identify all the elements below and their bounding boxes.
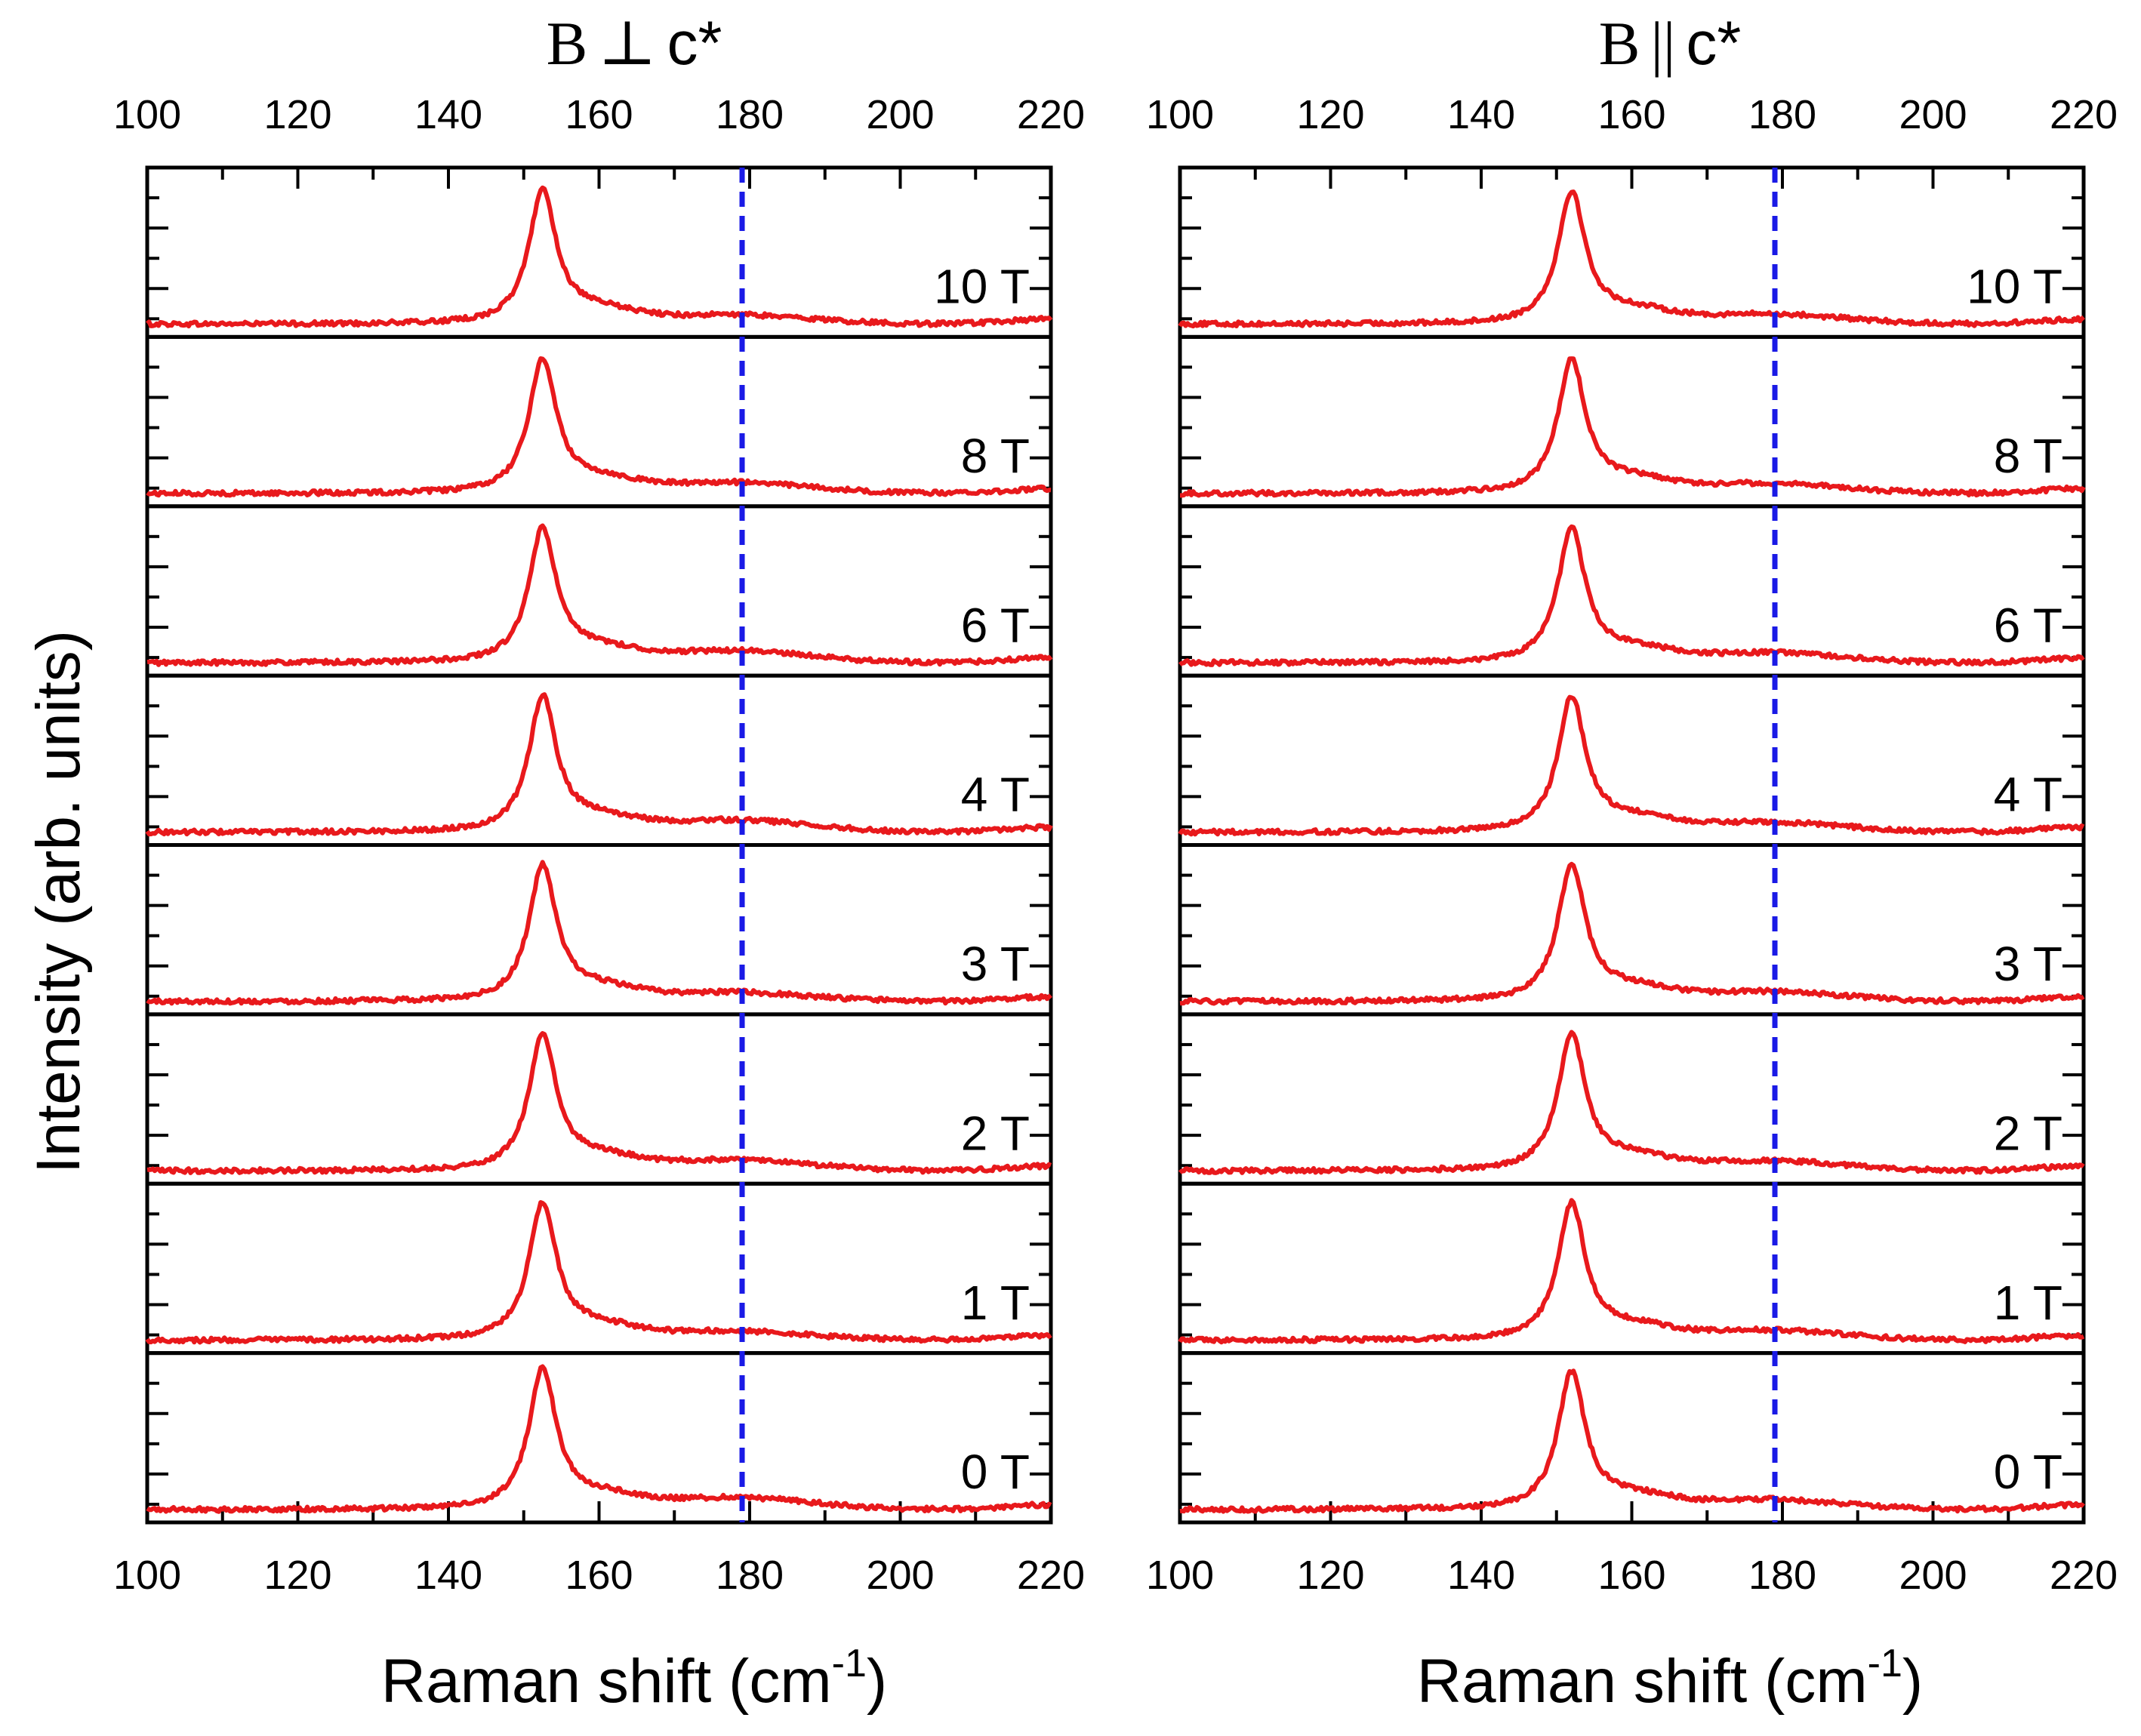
x-tick-label-bottom: 140 [414,1553,482,1598]
x-tick-label-top: 180 [1748,92,1816,137]
spectrum-line-8t [1179,356,2086,498]
field-label: 6 T [961,598,1030,652]
subplot-frame [1178,334,2086,509]
x-tick-label-top: 160 [1597,92,1665,137]
spectrum-line-8t [146,356,1052,498]
subplot-frame [145,673,1053,847]
x-tick-label-top: 220 [1017,92,1085,137]
x-tick-label-top: 200 [866,92,934,137]
x-tick-label-top: 120 [263,92,331,137]
field-label: 2 T [961,1106,1030,1160]
x-tick-label-top: 140 [1447,92,1515,137]
x-tick-label-top: 180 [716,92,784,137]
x-tick-label-bottom: 100 [1146,1553,1214,1598]
spectrum-line-1t [1178,1198,2085,1345]
spectrum-line-2t [1178,1030,2085,1175]
subplot-frame [145,843,1053,1017]
left-panel: 100 100 120 120 140 140 160 160 180 180 200 200 220 2… [113,92,1085,1598]
x-tick-label-top: 100 [1146,92,1214,137]
x-tick-label-bottom: 120 [1296,1553,1364,1598]
left-x-axis-title: Raman shift (cm-1) [381,1642,887,1716]
spectrum-line-0t [1179,1368,2085,1514]
field-label: 8 T [1994,429,2062,483]
subplot-frame [145,1181,1053,1356]
x-tick-label-bottom: 160 [1597,1553,1665,1598]
field-label: 2 T [1994,1106,2062,1160]
subplot-frame [1178,673,2086,847]
field-label: 1 T [1994,1276,2062,1330]
field-label: 0 T [1994,1445,2062,1499]
subplot-frame [1178,1012,2086,1186]
x-tick-label-top: 140 [414,92,482,137]
field-label: 4 T [1994,768,2062,822]
x-tick-label-top: 200 [1899,92,1967,137]
field-label: 8 T [961,429,1030,483]
spectrum-line-10t [1178,189,2086,329]
x-tick-label-bottom: 180 [716,1553,784,1598]
x-tick-label-bottom: 200 [866,1553,934,1598]
right-x-axis-title: Raman shift (cm-1) [1417,1642,1923,1716]
subplot-frame [145,334,1053,509]
y-axis-label: Intensity (arb. units) [24,630,93,1174]
subplot-frame [1178,1351,2086,1525]
spectrum-line-2t [146,1031,1052,1175]
x-tick-label-bottom: 180 [1748,1553,1816,1598]
field-label: 4 T [961,768,1030,822]
x-tick-label-bottom: 140 [1447,1553,1515,1598]
field-label: 10 T [934,260,1030,314]
spectrum-line-6t [1178,524,2085,667]
left-panel-title: B ⊥ c* [547,9,722,78]
x-tick-label-bottom: 160 [565,1553,633,1598]
right-panel: 100 100 120 120 140 140 160 160 180 180 200 200 220 2… [1146,92,2118,1598]
spectrum-line-1t [145,1200,1052,1345]
spectrum-line-6t [146,523,1053,667]
subplot-frame [1178,504,2086,678]
x-tick-label-bottom: 220 [1017,1553,1085,1598]
field-label: 3 T [1994,937,2062,991]
spectrum-line-3t [1179,861,2085,1006]
subplot-frame [1178,1181,2086,1356]
subplot-frame [145,165,1053,339]
spectrum-line-3t [146,860,1052,1006]
field-label: 10 T [1967,260,2062,314]
x-tick-label-top: 160 [565,92,633,137]
x-tick-label-bottom: 120 [263,1553,331,1598]
subplot-frame [145,1012,1053,1186]
field-label: 3 T [961,937,1030,991]
field-label: 0 T [961,1445,1030,1499]
x-tick-label-bottom: 200 [1899,1553,1967,1598]
field-label: 1 T [961,1276,1030,1330]
x-tick-label-top: 120 [1296,92,1364,137]
x-tick-label-top: 220 [2050,92,2118,137]
right-panel-title: B || c* [1599,9,1741,78]
subplot-frame [145,504,1053,678]
subplot-frame [1178,165,2086,339]
subplot-frame [1178,843,2086,1017]
x-tick-label-bottom: 100 [113,1553,181,1598]
spectrum-line-0t [146,1364,1052,1514]
spectrum-line-10t [146,185,1053,329]
spectrum-line-4t [1178,694,2085,837]
x-tick-label-top: 100 [113,92,181,137]
subplot-frame [145,1351,1053,1525]
spectrum-line-4t [145,692,1053,837]
field-label: 6 T [1994,598,2062,652]
x-tick-label-bottom: 220 [2050,1553,2118,1598]
